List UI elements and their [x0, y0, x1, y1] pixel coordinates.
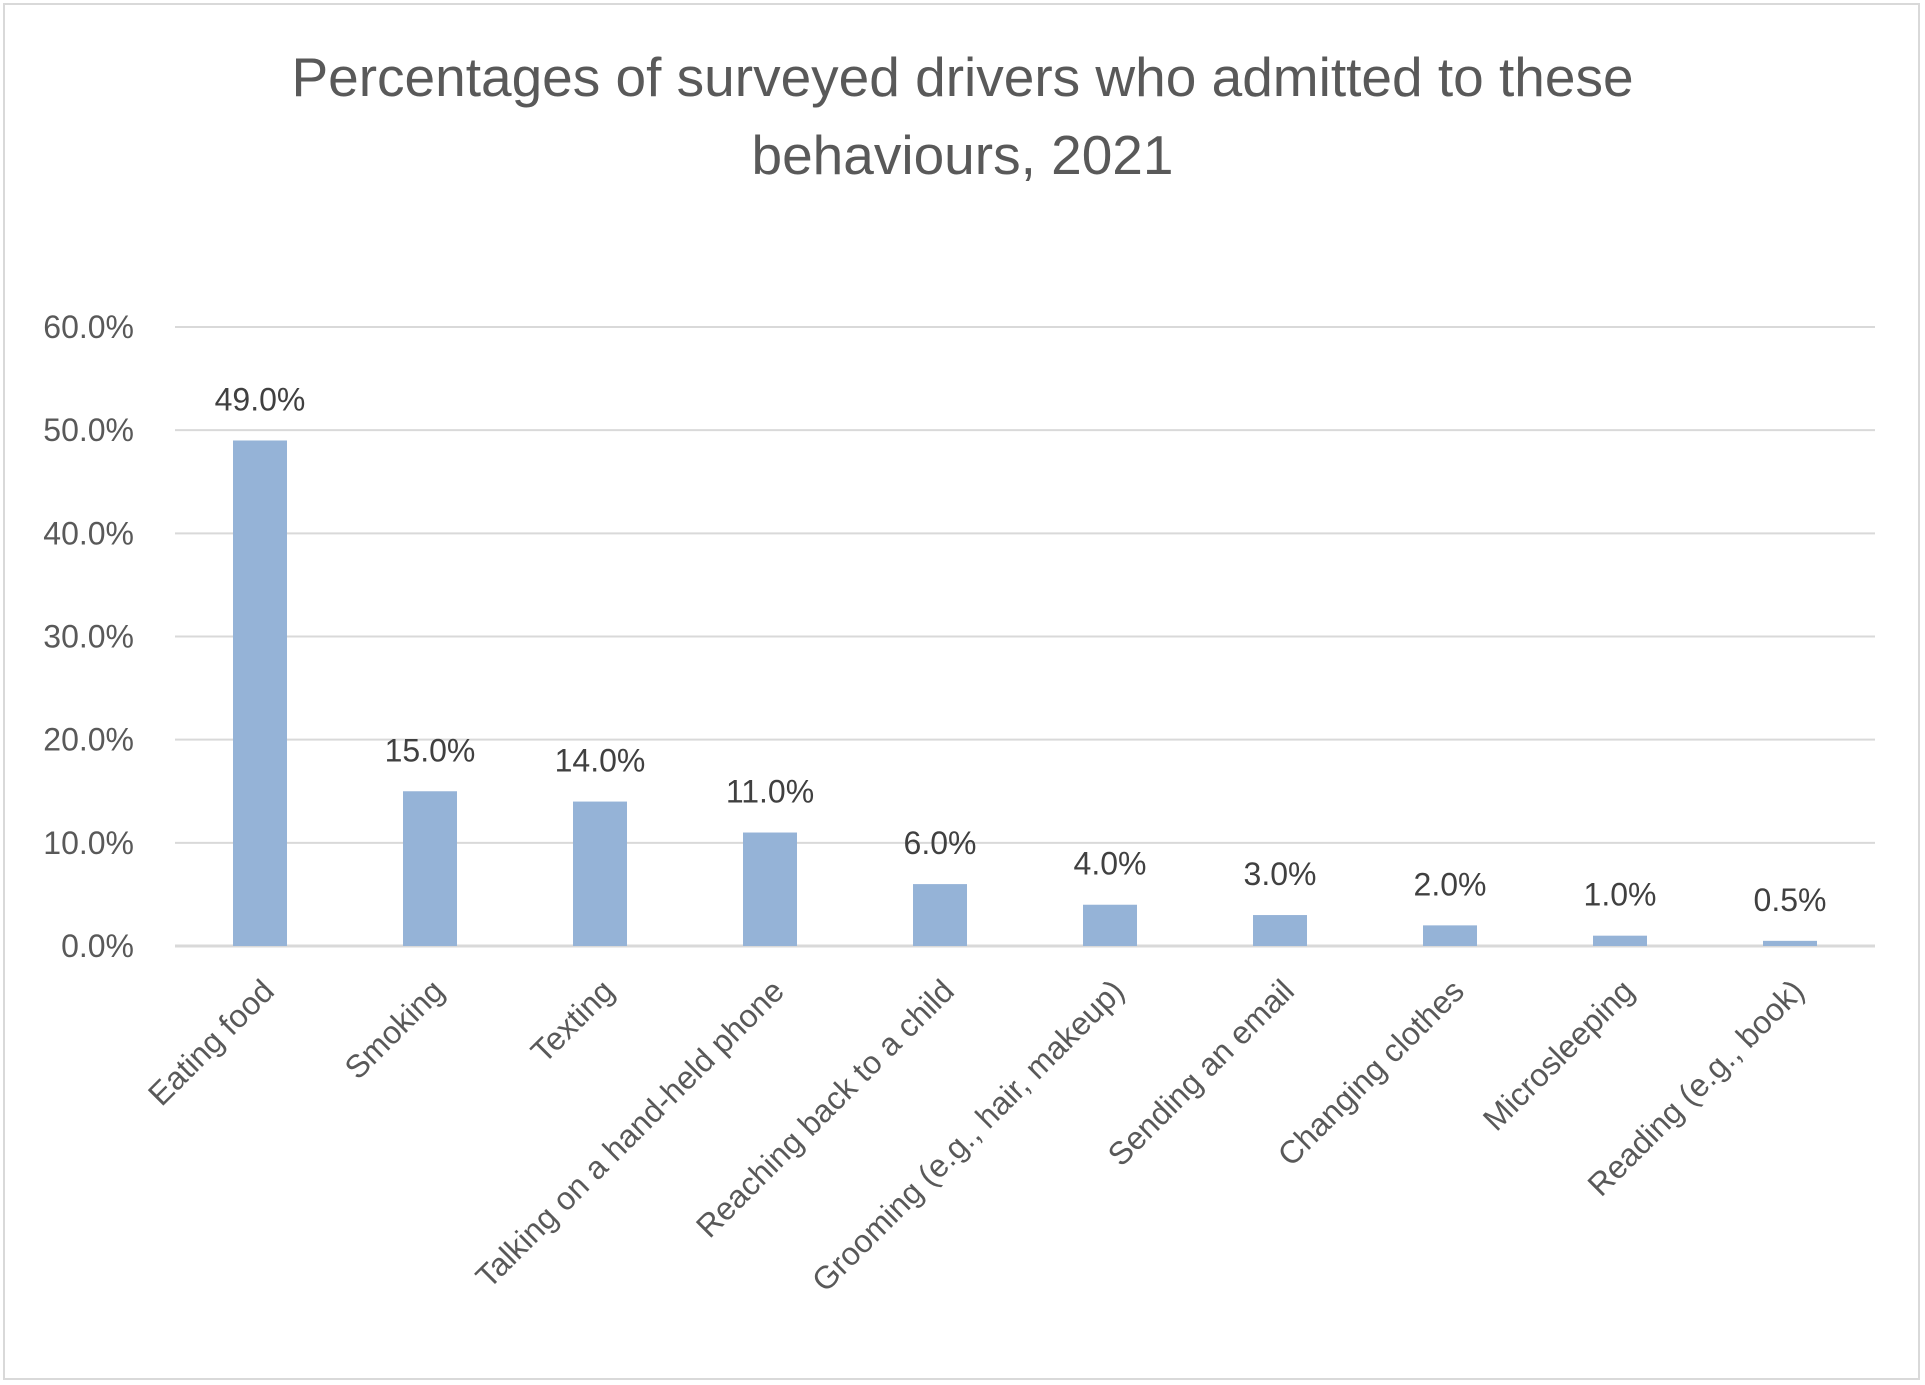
bar — [1253, 915, 1307, 946]
bar — [1083, 904, 1137, 946]
bar — [743, 832, 797, 946]
y-tick-label: 20.0% — [43, 722, 134, 758]
chart-title-line-2: behaviours, 2021 — [751, 124, 1174, 186]
data-label: 11.0% — [726, 774, 814, 810]
bar — [1423, 925, 1477, 946]
category-label: Changing clothes — [1271, 972, 1471, 1172]
bar — [1763, 940, 1817, 946]
category-label: Eating food — [141, 972, 281, 1112]
y-tick-label: 0.0% — [61, 928, 134, 964]
gridlines — [175, 326, 1875, 948]
data-label: 2.0% — [1414, 866, 1487, 902]
data-label: 0.5% — [1754, 882, 1827, 918]
data-label: 1.0% — [1584, 877, 1657, 913]
data-labels: 49.0% 15.0% 14.0% 11.0% 6.0% 4.0% 3.0% 2.0% 1.0%… — [215, 381, 1827, 917]
category-label: Talking on a hand-held phone — [469, 972, 791, 1294]
y-axis-ticks: 0.0% 10.0% 20.0% 30.0% 40.0% 50.0% 60.0% — [43, 309, 134, 964]
bars — [233, 440, 1817, 946]
category-label: Texting — [524, 972, 621, 1069]
y-tick-label: 30.0% — [43, 619, 134, 655]
data-label: 4.0% — [1074, 846, 1147, 882]
chart-title-line-1: Percentages of surveyed drivers who admi… — [291, 46, 1634, 108]
category-label: Grooming (e.g., hair, makeup) — [805, 972, 1131, 1298]
y-tick-label: 40.0% — [43, 515, 134, 551]
data-label: 14.0% — [555, 743, 646, 779]
data-label: 15.0% — [385, 732, 476, 768]
data-label: 49.0% — [215, 381, 306, 417]
category-label: Microsleeping — [1476, 972, 1641, 1137]
y-tick-label: 50.0% — [43, 412, 134, 448]
category-label: Sending an email — [1101, 972, 1301, 1172]
bar — [913, 884, 967, 946]
bar — [1593, 935, 1647, 946]
chart-frame — [3, 3, 1920, 1380]
y-tick-label: 60.0% — [43, 309, 134, 345]
data-label: 3.0% — [1244, 856, 1317, 892]
y-tick-label: 10.0% — [43, 825, 134, 861]
bar — [573, 801, 627, 946]
category-label: Smoking — [337, 972, 450, 1085]
data-label: 6.0% — [904, 825, 977, 861]
chart-title: Percentages of surveyed drivers who admi… — [0, 38, 1925, 194]
bar — [403, 791, 457, 946]
bar — [233, 440, 287, 946]
